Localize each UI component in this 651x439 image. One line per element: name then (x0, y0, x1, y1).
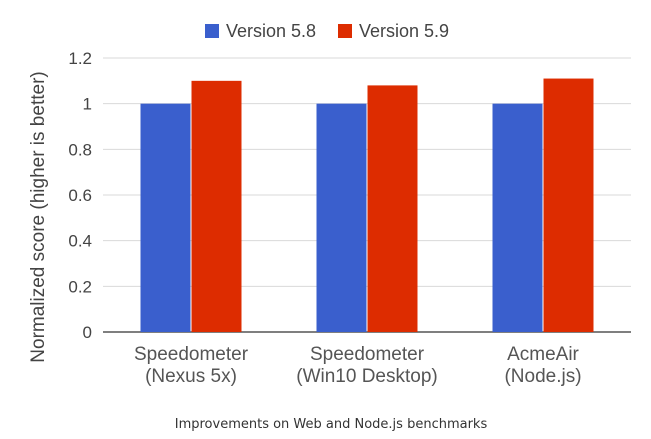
y-tick-label: 0.6 (68, 186, 92, 205)
legend-label: Version 5.8 (226, 21, 316, 41)
y-tick-label: 0 (83, 323, 92, 342)
bars (140, 78, 594, 333)
bar-version-5-9-2 (543, 78, 594, 332)
x-category-label: (Node.js) (504, 366, 581, 387)
x-category-label: (Win10 Desktop) (296, 366, 438, 387)
legend-swatch (338, 24, 352, 38)
y-tick-label: 0.8 (68, 140, 92, 159)
y-axis-ticks: 0 0.2 0.4 0.6 0.8 1 1.2 (68, 49, 92, 342)
y-tick-label: 0.4 (68, 232, 92, 251)
bar-version-5-8-1 (316, 103, 367, 333)
bar-version-5-8-0 (140, 103, 191, 333)
y-axis-label: Normalized score (higher is better) (28, 71, 49, 362)
legend-swatch (205, 24, 219, 38)
x-axis-labels: Speedometer(Nexus 5x)Speedometer(Win10 D… (134, 344, 582, 387)
y-tick-label: 1 (83, 95, 92, 114)
x-category-label: Speedometer (134, 344, 249, 365)
bar-version-5-9-0 (191, 80, 242, 332)
x-category-label: (Nexus 5x) (145, 366, 237, 387)
x-category-label: Speedometer (310, 344, 425, 365)
bar-version-5-8-2 (492, 103, 543, 333)
x-category-label: AcmeAir (507, 344, 579, 365)
chart-caption: Improvements on Web and Node.js benchmar… (175, 417, 488, 432)
y-tick-label: 1.2 (68, 49, 92, 68)
legend-label: Version 5.9 (359, 21, 449, 41)
y-tick-label: 0.2 (68, 277, 92, 296)
legend: Version 5.8 Version 5.9 (205, 21, 449, 41)
gridlines (103, 57, 631, 333)
bar-version-5-9-1 (367, 85, 418, 333)
